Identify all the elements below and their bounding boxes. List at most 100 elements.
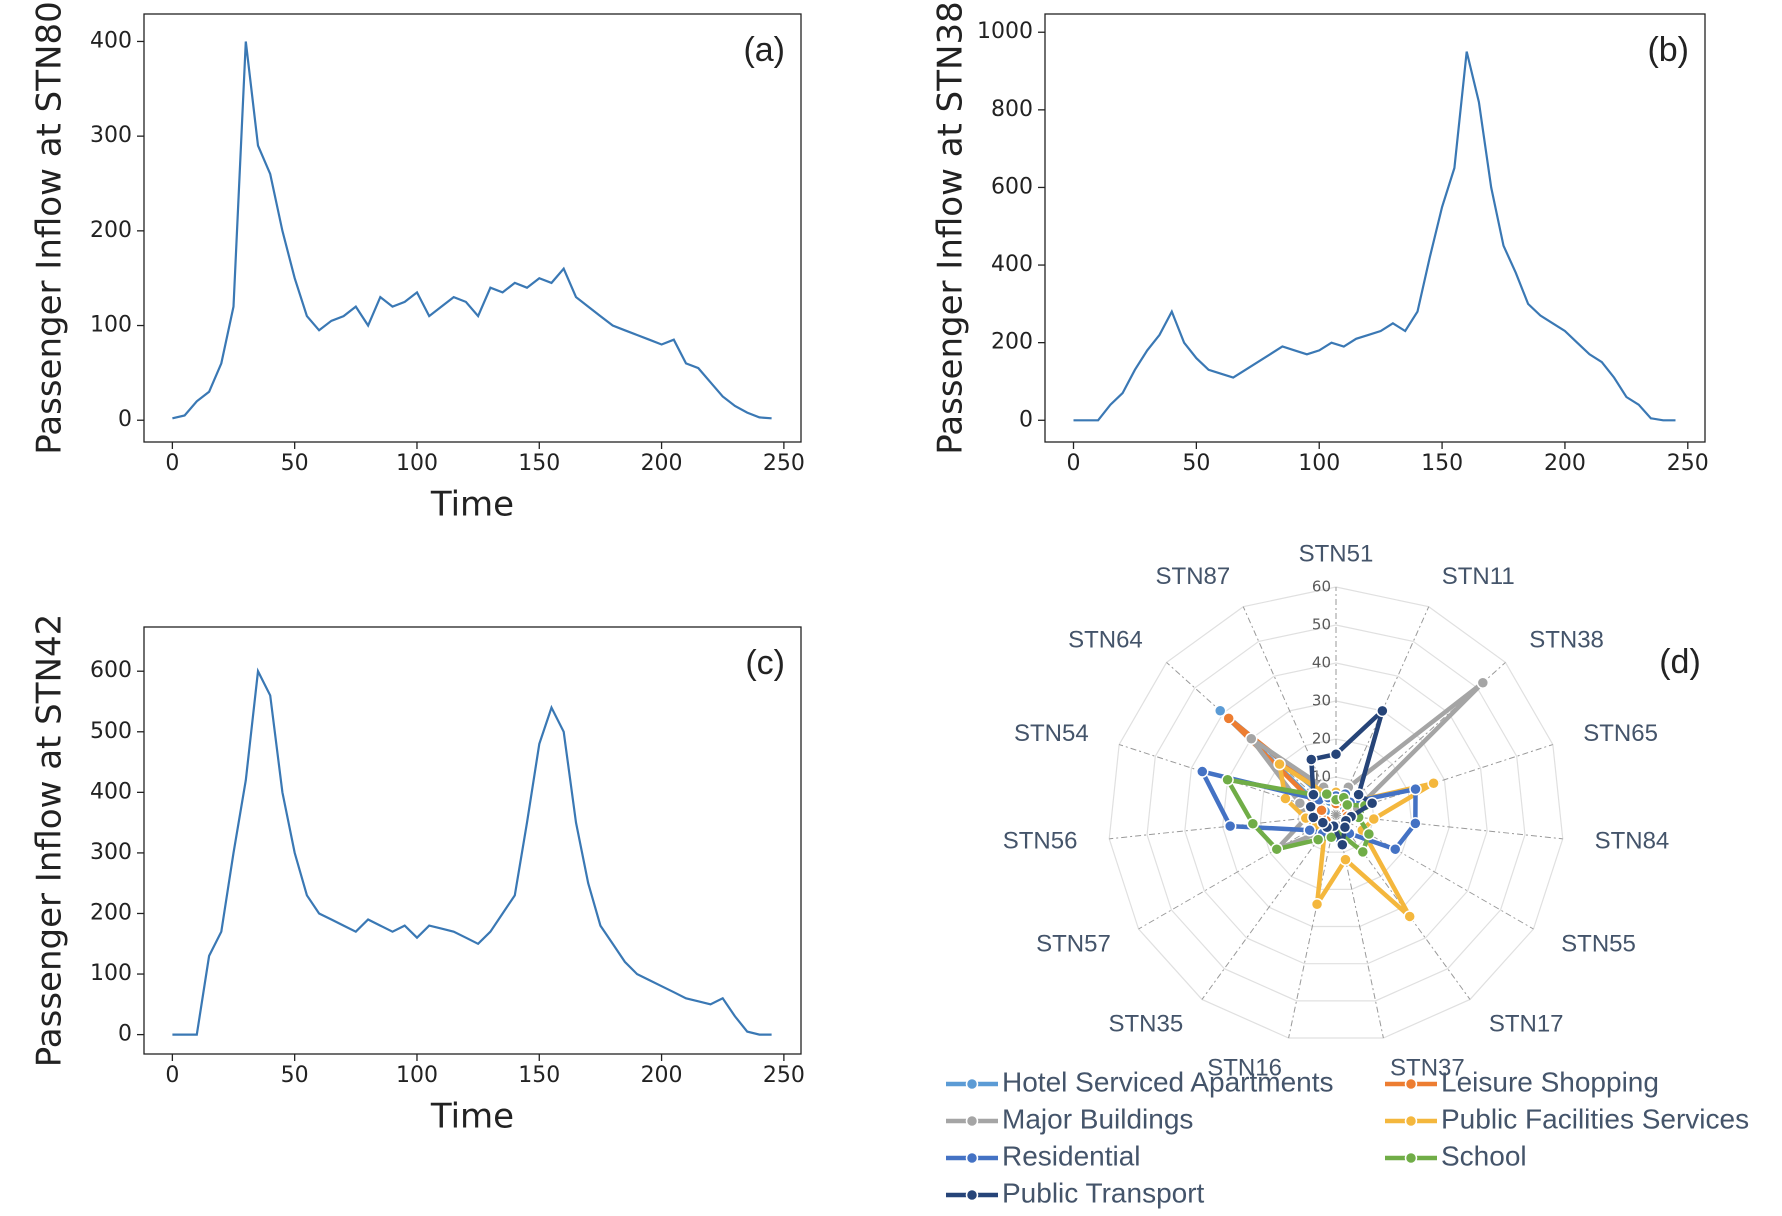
legend-label: Residential: [1002, 1140, 1141, 1171]
spoke-label: STN64: [1068, 626, 1143, 653]
series-marker: [1367, 812, 1381, 826]
x-tick-label: 150: [1421, 451, 1463, 476]
series-marker: [1273, 757, 1286, 771]
legend-marker: [1404, 1114, 1418, 1128]
grid-ring: [1222, 700, 1450, 928]
legend-label: Public Facilities Services: [1441, 1103, 1749, 1134]
spoke: [1335, 814, 1384, 1039]
y-axis-label: Passenger Inflow at STN80: [30, 1, 70, 454]
legend-marker: [965, 1188, 979, 1202]
x-tick-label: 0: [165, 1063, 179, 1088]
spoke-label: STN17: [1489, 1011, 1564, 1038]
y-axis-label: Passenger Inflow at STN38: [931, 1, 971, 454]
grid-ring: [1184, 662, 1488, 965]
x-tick-label: 50: [281, 451, 309, 476]
spoke-label: STN38: [1529, 626, 1604, 653]
x-tick-label: 100: [396, 451, 438, 476]
spoke-label: STN54: [1014, 720, 1089, 747]
spoke: [1242, 606, 1337, 816]
spoke-label: STN35: [1108, 1011, 1183, 1038]
legend-label: Public Transport: [1002, 1177, 1205, 1208]
legend-label: Hotel Serviced Apartments: [1002, 1066, 1334, 1097]
spoke: [1335, 662, 1506, 816]
series-marker: [1403, 910, 1416, 923]
panel-label: (d): [1659, 643, 1701, 681]
series-marker: [1476, 676, 1490, 690]
series-marker: [1409, 782, 1422, 796]
series-marker: [1304, 800, 1317, 814]
series-marker: [1222, 712, 1235, 725]
grid-ring: [1146, 624, 1526, 1002]
spoke-label: STN37: [1390, 1055, 1465, 1082]
x-tick-label: 250: [763, 1063, 805, 1088]
plot-frame: [143, 13, 802, 443]
y-tick-label: 400: [991, 252, 1033, 277]
spoke-label: STN55: [1561, 930, 1636, 957]
plot-frame: [1044, 13, 1706, 443]
series-marker: [1303, 823, 1316, 837]
data-line: [172, 667, 772, 1036]
series-marker: [1409, 817, 1422, 830]
x-tick-label: 50: [281, 1063, 309, 1088]
x-tick-label: 200: [1544, 451, 1586, 476]
x-tick-label: 0: [1067, 451, 1081, 476]
y-tick-label: 0: [118, 1022, 132, 1047]
series-marker: [1307, 788, 1320, 801]
legend-label: Major Buildings: [1002, 1103, 1193, 1134]
legend-marker: [965, 1114, 979, 1128]
series-marker: [1293, 797, 1307, 810]
r-tick-label: 40: [1312, 654, 1331, 672]
series-marker: [1246, 817, 1260, 830]
x-tick-label: 200: [641, 1063, 683, 1088]
series-marker: [1388, 842, 1402, 856]
series-marker: [1356, 845, 1370, 859]
series-marker: [1270, 842, 1284, 856]
series-marker: [1339, 853, 1352, 866]
r-tick-label: 30: [1312, 692, 1331, 710]
grid-ring: [1259, 738, 1413, 890]
series-marker: [1221, 773, 1234, 787]
y-tick-label: 100: [90, 313, 132, 338]
y-tick-label: 500: [90, 719, 132, 744]
r-tick-label: 20: [1312, 730, 1331, 748]
legend-marker: [1404, 1077, 1418, 1091]
panel-label: (c): [745, 644, 785, 682]
x-axis-label: Time: [430, 1097, 514, 1137]
series-marker: [1311, 833, 1325, 846]
panel-label: (b): [1647, 31, 1689, 69]
series-marker: [1352, 788, 1365, 801]
grid-ring: [1108, 586, 1564, 1039]
x-tick-label: 250: [1667, 451, 1709, 476]
series-marker: [1336, 838, 1349, 851]
spoke: [1288, 814, 1337, 1039]
spoke-label: STN51: [1299, 540, 1374, 567]
series-marker: [1316, 816, 1330, 829]
series-marker: [1196, 765, 1209, 778]
y-tick-label: 0: [118, 407, 132, 432]
y-tick-label: 600: [991, 174, 1033, 199]
x-tick-label: 100: [396, 1063, 438, 1088]
spoke-label: STN87: [1156, 563, 1231, 590]
legend-marker: [1404, 1151, 1418, 1165]
spoke-label: STN56: [1003, 828, 1078, 855]
spoke: [1109, 814, 1337, 840]
x-tick-label: 100: [1298, 451, 1340, 476]
legend-label: School: [1441, 1140, 1527, 1171]
y-tick-label: 300: [90, 840, 132, 865]
x-tick-label: 0: [165, 451, 179, 476]
series-marker: [1305, 753, 1318, 766]
y-tick-label: 0: [1019, 407, 1033, 432]
y-tick-label: 600: [90, 658, 132, 683]
y-tick-label: 200: [991, 330, 1033, 355]
r-tick-label: 60: [1312, 578, 1331, 596]
legend-marker: [965, 1077, 979, 1091]
spoke-label: STN16: [1207, 1055, 1282, 1082]
series-marker: [1320, 787, 1333, 801]
y-tick-label: 400: [90, 28, 132, 53]
series-marker: [1213, 704, 1227, 717]
y-tick-label: 1000: [977, 19, 1033, 44]
spoke: [1201, 814, 1337, 1000]
spoke-label: STN84: [1595, 828, 1670, 855]
series-marker: [1329, 747, 1343, 761]
